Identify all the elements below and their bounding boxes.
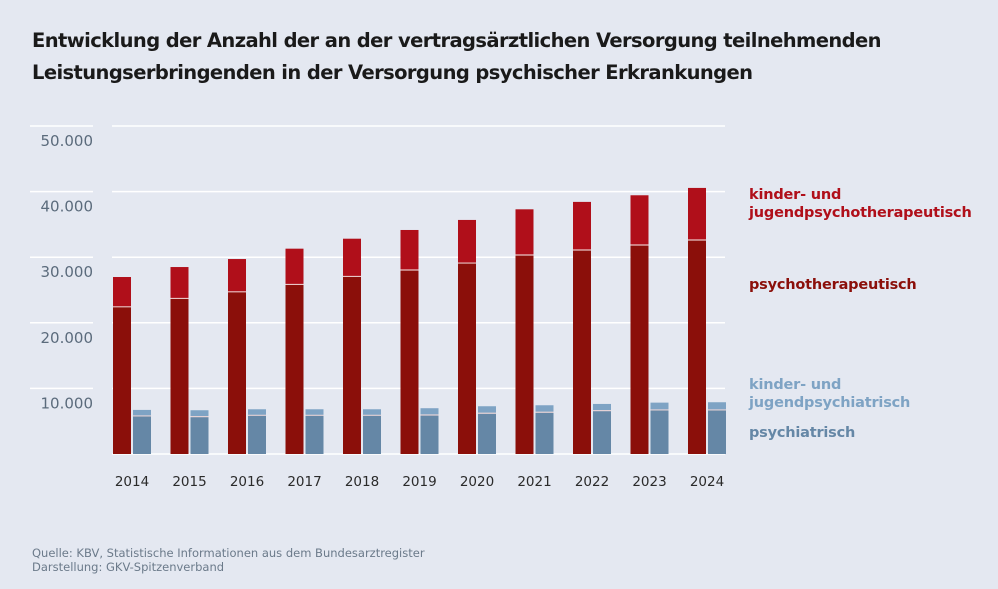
x-tick-label: 2021: [517, 474, 551, 490]
bar-psychotherapeutisch: [228, 291, 246, 454]
x-tick-label: 2014: [115, 474, 149, 490]
y-axis-tick-labels: 10.000 20.000 30.000 40.000 50.000: [41, 132, 94, 412]
source-note: Quelle: KBV, Statistische Informationen …: [32, 546, 425, 574]
x-tick-label: 2016: [230, 474, 264, 490]
bar-psychiatrisch: [363, 415, 381, 454]
bar-kinder-jugendpsychiatrisch: [248, 409, 266, 416]
bar-psychotherapeutisch: [400, 269, 419, 454]
bar-kinder-jugendpsychotherapeutisch: [285, 248, 304, 285]
bar-kinder-jugendpsychotherapeutisch: [515, 209, 534, 256]
chart-title: Entwicklung der Anzahl der an der vertra…: [32, 25, 972, 89]
x-tick-label: 2015: [172, 474, 206, 490]
legend-label-line: kinder- und: [749, 187, 842, 203]
x-tick-label: 2018: [345, 474, 379, 490]
bar-kinder-jugendpsychotherapeutisch: [113, 277, 131, 307]
bar-psychotherapeutisch: [630, 244, 649, 454]
bar-kinder-jugendpsychiatrisch: [420, 408, 439, 415]
y-tick-label: 50.000: [41, 132, 94, 150]
bar-psychotherapeutisch: [343, 276, 361, 454]
bar-kinder-jugendpsychiatrisch: [133, 409, 151, 416]
bar-psychotherapeutisch: [170, 298, 189, 454]
bar-kinder-jugendpsychiatrisch: [305, 409, 324, 416]
bar-kinder-jugendpsychiatrisch: [535, 405, 554, 413]
legend-label-line: psychotherapeutisch: [749, 277, 917, 293]
x-tick-label: 2022: [575, 474, 609, 490]
chart-title-line-2: Leistungserbringenden in der Versorgung …: [32, 61, 753, 84]
bar-psychiatrisch: [420, 414, 439, 454]
bar-kinder-jugendpsychiatrisch: [593, 403, 611, 411]
bar-kinder-jugendpsychiatrisch: [478, 406, 496, 414]
legend-psychiatrisch: psychiatrisch: [749, 424, 855, 442]
bar-kinder-jugendpsychiatrisch: [708, 402, 726, 410]
bar-psychiatrisch: [248, 415, 266, 454]
y-tick-label: 20.000: [41, 329, 94, 347]
x-tick-label: 2017: [287, 474, 321, 490]
bar-kinder-jugendpsychotherapeutisch: [343, 238, 361, 277]
bar-psychotherapeutisch: [573, 249, 591, 454]
chart-title-line-1: Entwicklung der Anzahl der an der vertra…: [32, 29, 882, 52]
x-tick-label: 2019: [402, 474, 436, 490]
bar-psychiatrisch: [708, 409, 726, 454]
bar-kinder-jugendpsychotherapeutisch: [170, 267, 189, 299]
bar-psychiatrisch: [650, 409, 669, 454]
bar-kinder-jugendpsychotherapeutisch: [573, 201, 591, 250]
bar-kinder-jugendpsychotherapeutisch: [400, 229, 419, 270]
bar-kinder-jugendpsychotherapeutisch: [630, 195, 649, 245]
bar-kinder-jugendpsychiatrisch: [650, 402, 669, 410]
bar-psychotherapeutisch: [285, 284, 304, 454]
bars: [113, 187, 726, 454]
y-tick-label: 30.000: [41, 263, 94, 281]
legend-label-line: jugendpsychotherapeutisch: [749, 205, 972, 221]
x-tick-label: 2023: [632, 474, 666, 490]
bar-psychotherapeutisch: [688, 240, 706, 454]
legend-label-line: psychiatrisch: [749, 425, 856, 441]
bar-psychotherapeutisch: [515, 255, 534, 454]
gridlines: [30, 125, 725, 455]
bar-kinder-jugendpsychotherapeutisch: [228, 259, 246, 292]
bar-kinder-jugendpsychotherapeutisch: [688, 187, 706, 241]
legend-kinder-jugendpsychotherapeutisch: kinder- und jugendpsychotherapeutisch: [749, 186, 972, 222]
x-tick-label: 2024: [690, 474, 724, 490]
bar-psychiatrisch: [305, 415, 324, 454]
y-tick-label: 10.000: [41, 394, 94, 412]
bar-kinder-jugendpsychiatrisch: [363, 409, 381, 416]
bar-psychiatrisch: [190, 416, 209, 454]
x-axis-tick-labels: 2014 2015 2016 2017 2018 2019 2020 2021 2022 2023…: [115, 474, 724, 490]
credit-line: Darstellung: GKV-Spitzenverband: [32, 560, 225, 574]
legend-label-line: kinder- und: [749, 377, 842, 393]
bar-kinder-jugendpsychotherapeutisch: [458, 219, 476, 264]
bar-kinder-jugendpsychiatrisch: [190, 410, 209, 417]
legend-kinder-jugendpsychiatrisch: kinder- und jugendpsychiatrisch: [749, 376, 910, 412]
legend-label-line: jugendpsychiatrisch: [749, 395, 911, 411]
bar-psychiatrisch: [133, 415, 151, 454]
bar-psychiatrisch: [535, 412, 554, 454]
bar-psychotherapeutisch: [113, 306, 131, 454]
bar-psychotherapeutisch: [458, 263, 476, 454]
y-tick-label: 40.000: [41, 198, 94, 216]
legend-psychotherapeutisch: psychotherapeutisch: [749, 276, 917, 294]
bar-psychiatrisch: [593, 410, 611, 454]
x-tick-label: 2020: [460, 474, 494, 490]
bar-psychiatrisch: [478, 413, 496, 454]
source-line: Quelle: KBV, Statistische Informationen …: [32, 546, 425, 560]
